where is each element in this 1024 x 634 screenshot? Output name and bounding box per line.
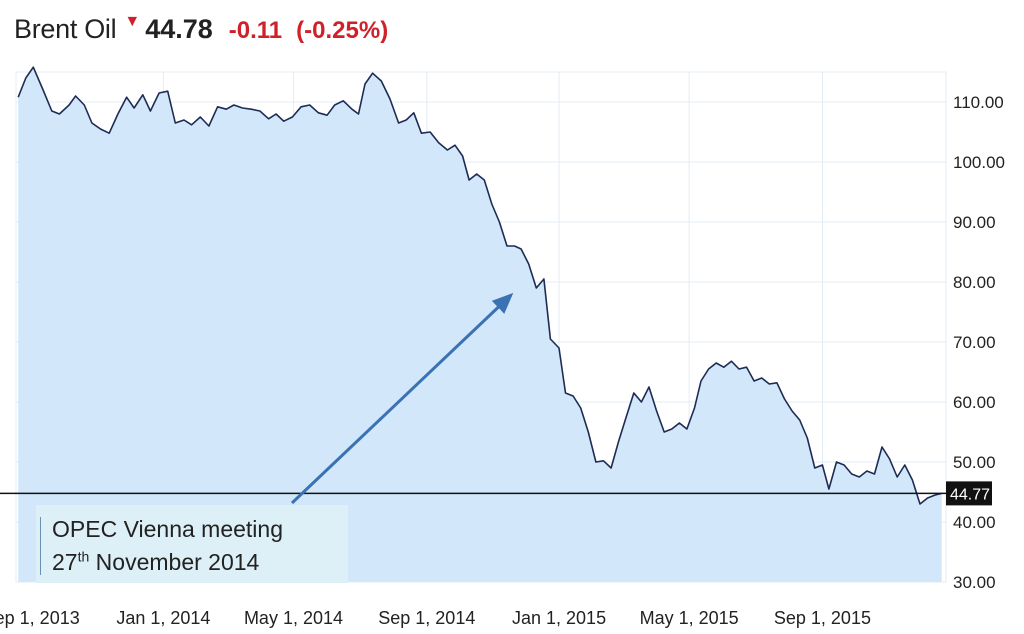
down-arrow-icon: ▼: [124, 13, 141, 30]
price-change-percent: (-0.25%): [296, 17, 389, 44]
y-tick-label: 80.00: [953, 273, 996, 292]
current-price-label: 44.77: [946, 481, 992, 506]
quote-header: Brent Oil ▼ 44.78 -0.11 (-0.25%): [14, 13, 389, 54]
y-tick-label: 50.00: [953, 453, 996, 472]
y-tick-label: 60.00: [953, 393, 996, 412]
x-axis-ticks: Sep 1, 2013 Jan 1, 2014 May 1, 2014 Sep 1, …: [0, 608, 871, 628]
y-tick-label: 40.00: [953, 513, 996, 532]
annotation-arrow: [290, 292, 514, 505]
annotation-bar: [40, 517, 41, 575]
y-tick-label: 100.00: [953, 153, 1005, 172]
x-tick-label: May 1, 2015: [640, 608, 739, 628]
x-tick-label: Sep 1, 2015: [774, 608, 871, 628]
x-tick-label: Jan 1, 2015: [512, 608, 606, 628]
price-series-line: [17, 66, 942, 505]
current-price-text: 44.77: [950, 486, 990, 503]
y-tick-label: 110.00: [953, 93, 1004, 112]
x-tick-label: Sep 1, 2014: [378, 608, 475, 628]
annotation-day-suffix: th: [77, 548, 90, 565]
x-tick-label: Jan 1, 2014: [116, 608, 210, 628]
annotation-box: OPEC Vienna meeting 27th November 2014: [36, 505, 348, 583]
y-tick-label: 70.00: [953, 333, 996, 352]
y-tick-label: 90.00: [953, 213, 996, 232]
y-tick-label: 30.00: [953, 573, 996, 592]
last-price: 44.78: [145, 14, 213, 44]
annotation-day: 27: [52, 549, 78, 575]
annotation-line-1: OPEC Vienna meeting: [52, 516, 283, 542]
x-tick-label: May 1, 2014: [244, 608, 343, 628]
x-tick-label: Sep 1, 2013: [0, 608, 80, 628]
annotation-line-2: 27th November 2014: [52, 546, 348, 579]
instrument-name: Brent Oil: [14, 14, 117, 44]
price-change: -0.11: [228, 17, 283, 44]
y-axis-ticks: 110.00 100.00 90.00 80.00 70.00 60.00 50.00 40.…: [953, 93, 1005, 592]
annotation-month-year: November 2014: [89, 549, 260, 575]
